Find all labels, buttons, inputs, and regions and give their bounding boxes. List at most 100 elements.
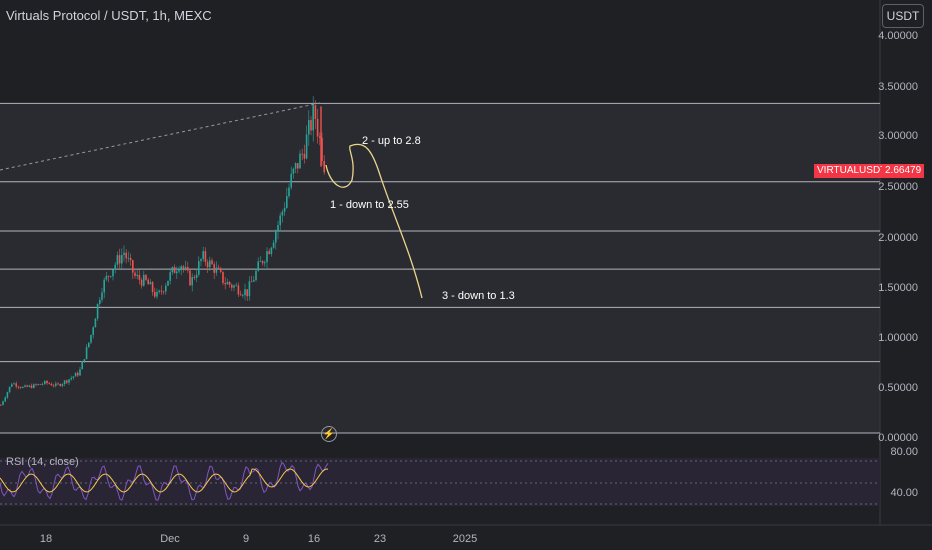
price-tick: 3.00000	[878, 130, 918, 142]
candle-body	[92, 327, 94, 335]
price-tick: 2.00000	[878, 232, 918, 244]
time-tick: 16	[307, 533, 321, 545]
price-tick: 4.00000	[878, 30, 918, 42]
candle-body	[44, 380, 46, 384]
rsi-ma-line	[0, 468, 328, 493]
candle-body	[59, 384, 61, 386]
price-tick: 2.50000	[878, 181, 918, 193]
candle-body	[35, 384, 37, 386]
candle-body	[0, 404, 2, 406]
candle-body	[70, 377, 72, 380]
candle-body	[105, 275, 108, 280]
time-tick: Dec	[160, 533, 180, 545]
annotation-up: 2 - up to 2.8	[362, 135, 421, 147]
candle-body	[319, 136, 321, 138]
candle-body	[123, 252, 125, 256]
price-tick: 0.00000	[878, 432, 918, 444]
candle-body	[39, 384, 42, 385]
candle-body	[66, 380, 68, 383]
candle-body	[215, 267, 218, 273]
candle-body	[187, 267, 189, 271]
candle-body	[308, 120, 310, 135]
candle-body	[266, 251, 268, 263]
candle-body	[206, 262, 209, 268]
candle-body	[94, 318, 97, 328]
candle-body	[46, 380, 48, 384]
candle-body	[96, 303, 99, 319]
candle-body	[112, 269, 114, 277]
candle-body	[224, 283, 226, 285]
candle-body	[17, 386, 20, 388]
candle-body	[189, 270, 191, 286]
candle-body	[257, 261, 259, 271]
candle-body	[162, 291, 165, 293]
candle-body	[270, 247, 273, 255]
candle-body	[4, 397, 6, 402]
rsi-label: RSI (14, close)	[6, 456, 79, 468]
candle-body	[83, 359, 86, 362]
candle-body	[184, 267, 187, 269]
candle-body	[52, 385, 55, 387]
candle-body	[275, 231, 277, 243]
candle-body	[156, 291, 158, 297]
candle-body	[279, 215, 281, 226]
candle-body	[90, 334, 92, 343]
candle-body	[310, 120, 312, 131]
candle-body	[50, 383, 53, 386]
rsi-tick: 80.00	[890, 446, 918, 458]
trend-line	[0, 102, 321, 171]
candle-body	[37, 384, 39, 385]
price-tick: 1.00000	[878, 332, 918, 344]
candle-body	[239, 294, 242, 296]
currency-button[interactable]: USDT	[882, 4, 924, 28]
candle-body	[182, 266, 185, 269]
candle-body	[191, 277, 193, 286]
candle-body	[321, 137, 323, 161]
candle-body	[209, 260, 211, 268]
candle-body	[193, 277, 196, 278]
candle-body	[41, 383, 44, 385]
candle-body	[250, 281, 253, 283]
annotation-down-2: 3 - down to 1.3	[442, 290, 515, 302]
candle-body	[165, 285, 167, 292]
chart-title: Virtuals Protocol / USDT, 1h, MEXC	[6, 8, 212, 23]
candle-body	[255, 270, 257, 280]
candle-body	[134, 272, 136, 277]
candle-body	[61, 383, 64, 386]
candle-body	[107, 275, 110, 277]
candle-body	[79, 369, 81, 376]
candle-body	[200, 259, 202, 262]
candle-body	[28, 385, 31, 387]
candle-body	[246, 289, 248, 297]
candle-body	[228, 281, 231, 285]
candle-body	[116, 255, 119, 265]
time-tick: 18	[39, 533, 53, 545]
candle-body	[121, 255, 123, 264]
flash-icon[interactable]: ⚡	[321, 426, 337, 442]
candle-body	[74, 372, 77, 377]
candle-body	[281, 211, 284, 216]
candle-body	[8, 386, 11, 393]
candle-body	[138, 274, 141, 280]
candle-body	[301, 153, 303, 155]
candle-body	[312, 105, 314, 131]
candle-body	[101, 292, 103, 300]
candle-body	[129, 257, 132, 261]
candle-body	[248, 281, 251, 297]
candle-body	[55, 383, 57, 386]
candle-body	[158, 290, 160, 292]
rsi-tick: 40.00	[890, 487, 918, 499]
candle-body	[253, 279, 255, 282]
candle-body	[26, 385, 28, 387]
candle-body	[299, 153, 301, 169]
candle-body	[264, 262, 266, 264]
candle-body	[303, 153, 306, 159]
candle-body	[198, 261, 200, 275]
candle-body	[283, 207, 286, 212]
candle-body	[22, 386, 24, 388]
candle-body	[110, 276, 112, 278]
price-tick: 1.50000	[878, 282, 918, 294]
candle-body	[151, 282, 154, 292]
candle-body	[242, 295, 244, 296]
